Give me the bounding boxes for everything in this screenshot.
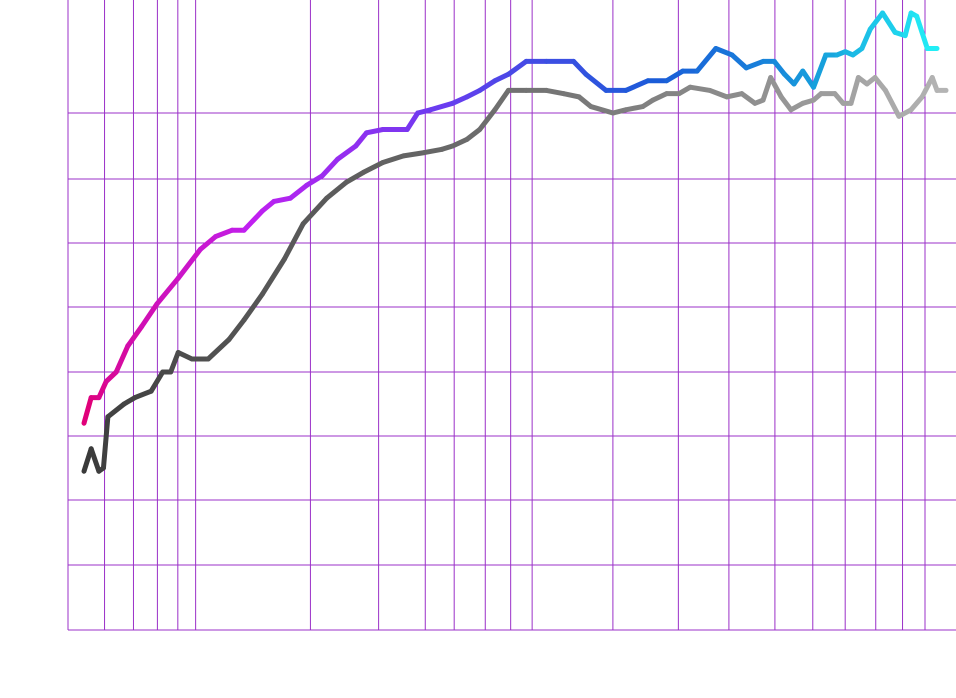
series-segment <box>561 91 582 100</box>
series-segment <box>304 173 325 188</box>
series-segment <box>213 227 235 240</box>
series-segment <box>335 143 359 162</box>
series-segment <box>848 75 861 106</box>
series-segment <box>175 350 195 362</box>
series-segment <box>353 130 370 149</box>
series-segment <box>739 91 758 106</box>
series-segment <box>259 198 277 214</box>
series-segment <box>139 301 160 329</box>
series-segment <box>650 91 670 103</box>
series-segment <box>287 182 310 201</box>
series-segment <box>464 127 483 142</box>
series-segment <box>778 94 794 113</box>
series-segment <box>300 195 330 227</box>
series-segment <box>241 208 265 233</box>
series-segment <box>477 78 498 93</box>
series-segment <box>259 256 287 297</box>
series-segment <box>664 68 686 84</box>
series-segment <box>872 75 888 93</box>
series-segment <box>428 100 456 113</box>
series-color-line <box>81 10 940 426</box>
series-segment <box>88 446 102 474</box>
series-segment <box>729 52 749 71</box>
series-segment <box>364 127 386 136</box>
series-segment <box>400 150 427 159</box>
series-grey-line <box>81 75 949 474</box>
series-segment <box>880 10 898 35</box>
series-segment <box>583 71 609 93</box>
series-segment <box>707 87 730 100</box>
series-segment <box>768 75 784 100</box>
series-segment <box>324 179 349 201</box>
grid <box>67 0 956 631</box>
series-segment <box>226 317 247 342</box>
series-segment <box>343 169 366 185</box>
series-segment <box>771 58 788 77</box>
series-segment <box>724 91 745 100</box>
series-segment <box>132 388 154 401</box>
series-segment <box>421 146 445 156</box>
series-segment <box>867 10 886 32</box>
series-segment <box>450 136 470 149</box>
series-segment <box>505 58 529 77</box>
series-segment <box>148 369 166 394</box>
series-segment <box>713 46 735 58</box>
series-segment <box>687 84 713 93</box>
series-segment <box>914 13 930 51</box>
series-segment <box>859 26 873 51</box>
series-segment <box>100 414 111 471</box>
series-segment <box>205 337 232 362</box>
series-segment <box>800 68 817 90</box>
series-segment <box>811 52 829 90</box>
series-segment <box>450 94 470 106</box>
series-segment <box>154 275 181 307</box>
series-segment <box>113 343 131 375</box>
series-segment <box>281 221 306 262</box>
series-segment <box>168 350 181 375</box>
series-segment <box>404 110 421 132</box>
series-segment <box>571 58 589 77</box>
series-segment <box>175 246 203 281</box>
series-group <box>81 10 949 474</box>
series-segment <box>919 75 935 100</box>
series-segment <box>81 395 94 426</box>
series-segment <box>241 291 265 323</box>
series-segment <box>271 195 293 204</box>
series-segment <box>360 160 386 175</box>
series-segment <box>908 94 925 113</box>
series-segment <box>623 78 651 93</box>
series-segment <box>623 104 646 113</box>
series-segment <box>125 324 145 349</box>
series-segment <box>743 58 766 71</box>
series-segment <box>543 87 567 97</box>
series-segment <box>882 87 902 119</box>
series-segment <box>319 156 341 179</box>
series-segment <box>694 46 719 74</box>
series-segment <box>588 104 616 116</box>
series-segment <box>477 107 498 132</box>
series-segment <box>380 153 406 165</box>
series-segment <box>492 87 511 113</box>
series-segment <box>902 10 914 39</box>
series-segment <box>576 94 594 110</box>
series-segment <box>760 75 774 103</box>
series-segment <box>96 379 109 401</box>
series-segment <box>105 401 127 420</box>
series-segment <box>197 234 219 252</box>
